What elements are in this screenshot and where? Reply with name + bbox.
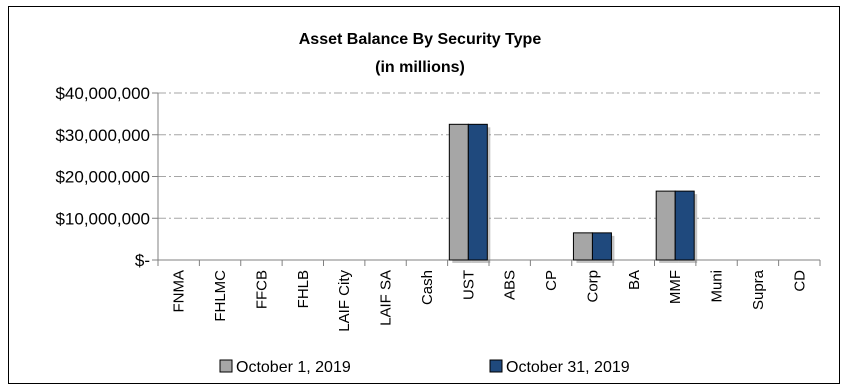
- bar-ust-series-1: [448, 123, 469, 261]
- x-tick-labels: FNMA FHLMC FFCB FHLB LAIF City LAIF SA Cash UST…: [171, 269, 809, 331]
- chart-subtitle: (in millions): [375, 59, 465, 76]
- chart-frame: [8, 6, 840, 384]
- chart-title: Asset Balance By Security Type: [299, 31, 542, 48]
- bar-corp-series-2: [591, 232, 612, 261]
- legend-swatch: [489, 359, 503, 373]
- x-tick-label: Cash: [419, 270, 436, 305]
- bar-corp-series-1: [572, 232, 593, 261]
- x-tick-label: FNMA: [171, 270, 188, 313]
- x-tick-label: BA: [626, 270, 643, 290]
- x-tick-label: UST: [460, 270, 477, 300]
- x-tick-label: FHLB: [295, 270, 312, 308]
- x-tick-label: Corp: [584, 270, 601, 303]
- bar-mmf-series-2: [674, 190, 695, 261]
- x-tick-label: MMF: [667, 270, 684, 304]
- gridlines: [158, 92, 820, 219]
- legend-swatch: [219, 359, 233, 373]
- bar-ust-series-2: [467, 123, 488, 261]
- x-tick-label: FFCB: [253, 270, 270, 309]
- x-tick-label: Supra: [750, 269, 767, 310]
- x-tick-label: LAIF City: [336, 270, 353, 332]
- y-tick-label: $40,000,000: [55, 84, 150, 103]
- y-tick-label: $30,000,000: [55, 126, 150, 145]
- x-tick-label: CP: [543, 270, 560, 291]
- y-tick-label: $-: [135, 251, 150, 270]
- legend-item: October 1, 2019: [219, 359, 351, 376]
- x-tick-label: CD: [791, 270, 808, 292]
- x-tick-label: FHLMC: [212, 270, 229, 322]
- bar-mmf-series-1: [655, 190, 676, 261]
- bars: [448, 123, 698, 263]
- x-tick-label: ABS: [502, 270, 519, 300]
- legend-label: October 31, 2019: [506, 359, 630, 376]
- y-tick-label: $10,000,000: [55, 209, 150, 228]
- y-tick-labels: $- $10,000,000 $20,000,000 $30,000,000 $40,0…: [55, 84, 150, 270]
- y-tick-label: $20,000,000: [55, 168, 150, 187]
- legend-item: October 31, 2019: [489, 359, 630, 376]
- x-tick-label: LAIF SA: [378, 270, 395, 326]
- legend-label: October 1, 2019: [236, 359, 351, 376]
- axes: [152, 92, 821, 266]
- x-tick-label: Muni: [709, 270, 726, 303]
- legend: October 1, 2019 October 31, 2019: [219, 359, 630, 376]
